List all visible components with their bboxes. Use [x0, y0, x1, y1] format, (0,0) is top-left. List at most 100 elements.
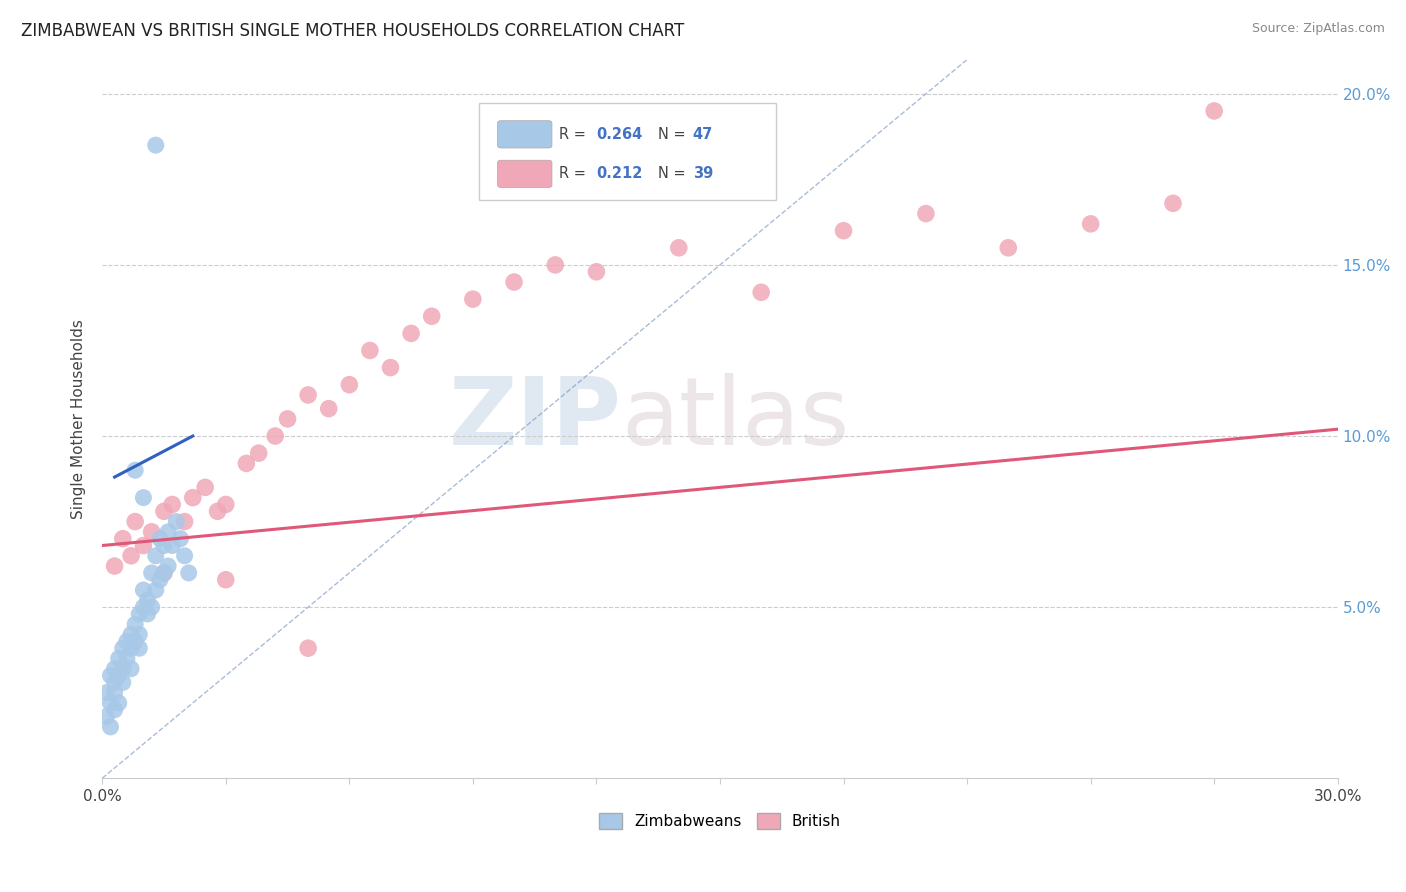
- Point: [169, 532, 191, 546]
- Point: [1080, 217, 1102, 231]
- Point: [832, 224, 855, 238]
- Point: [997, 241, 1019, 255]
- Text: 0.212: 0.212: [596, 167, 643, 181]
- Point: [215, 498, 238, 512]
- Text: 39: 39: [693, 167, 713, 181]
- Point: [145, 138, 167, 153]
- Point: [153, 539, 176, 553]
- Point: [132, 582, 155, 597]
- Point: [160, 539, 183, 553]
- Point: [318, 401, 340, 416]
- Point: [120, 549, 142, 563]
- Point: [111, 641, 134, 656]
- Point: [132, 491, 155, 505]
- Point: [103, 559, 125, 574]
- Point: [103, 686, 125, 700]
- Point: [128, 641, 150, 656]
- Point: [160, 498, 183, 512]
- Point: [149, 532, 172, 546]
- Text: Source: ZipAtlas.com: Source: ZipAtlas.com: [1251, 22, 1385, 36]
- Point: [461, 292, 484, 306]
- Point: [141, 600, 163, 615]
- Point: [136, 607, 159, 621]
- Point: [181, 491, 204, 505]
- Point: [96, 709, 118, 723]
- Point: [111, 662, 134, 676]
- Point: [297, 388, 319, 402]
- Point: [668, 241, 690, 255]
- Point: [420, 310, 443, 324]
- Point: [247, 446, 270, 460]
- Point: [103, 703, 125, 717]
- Point: [359, 343, 381, 358]
- Point: [1204, 103, 1226, 118]
- Point: [115, 634, 138, 648]
- Point: [96, 686, 118, 700]
- Point: [149, 573, 172, 587]
- Point: [107, 696, 129, 710]
- Point: [124, 634, 146, 648]
- Point: [100, 696, 122, 710]
- Point: [111, 675, 134, 690]
- Point: [544, 258, 567, 272]
- Point: [136, 593, 159, 607]
- Point: [215, 573, 238, 587]
- Point: [173, 549, 195, 563]
- Point: [380, 360, 402, 375]
- Point: [145, 582, 167, 597]
- Point: [100, 720, 122, 734]
- Point: [153, 566, 176, 580]
- Point: [107, 651, 129, 665]
- Point: [297, 641, 319, 656]
- Text: ZIP: ZIP: [449, 373, 621, 465]
- Point: [107, 668, 129, 682]
- Point: [128, 607, 150, 621]
- Point: [115, 651, 138, 665]
- Point: [165, 515, 187, 529]
- Text: R =: R =: [560, 167, 591, 181]
- Point: [264, 429, 287, 443]
- Text: atlas: atlas: [621, 373, 849, 465]
- Point: [111, 532, 134, 546]
- Text: R =: R =: [560, 127, 591, 142]
- Point: [153, 504, 176, 518]
- Point: [103, 675, 125, 690]
- Point: [194, 480, 217, 494]
- Point: [915, 206, 938, 220]
- Point: [749, 285, 772, 300]
- Point: [124, 515, 146, 529]
- Point: [337, 377, 360, 392]
- Text: ZIMBABWEAN VS BRITISH SINGLE MOTHER HOUSEHOLDS CORRELATION CHART: ZIMBABWEAN VS BRITISH SINGLE MOTHER HOUS…: [21, 22, 685, 40]
- Text: N =: N =: [658, 167, 690, 181]
- Point: [132, 539, 155, 553]
- Point: [100, 668, 122, 682]
- Point: [141, 524, 163, 539]
- Point: [120, 641, 142, 656]
- Point: [503, 275, 526, 289]
- Point: [585, 265, 607, 279]
- Point: [235, 457, 257, 471]
- FancyBboxPatch shape: [498, 120, 553, 148]
- Point: [177, 566, 200, 580]
- Point: [153, 566, 176, 580]
- Point: [173, 515, 195, 529]
- Point: [103, 662, 125, 676]
- Point: [128, 627, 150, 641]
- Text: N =: N =: [658, 127, 690, 142]
- Y-axis label: Single Mother Households: Single Mother Households: [72, 319, 86, 519]
- Point: [124, 463, 146, 477]
- Point: [157, 524, 180, 539]
- Point: [399, 326, 422, 341]
- Point: [207, 504, 229, 518]
- Point: [277, 412, 299, 426]
- Point: [157, 559, 180, 574]
- FancyBboxPatch shape: [479, 103, 776, 200]
- Text: 47: 47: [693, 127, 713, 142]
- Text: 0.264: 0.264: [596, 127, 643, 142]
- FancyBboxPatch shape: [498, 161, 553, 187]
- Point: [132, 600, 155, 615]
- Point: [120, 662, 142, 676]
- Point: [145, 549, 167, 563]
- Legend: Zimbabweans, British: Zimbabweans, British: [593, 807, 846, 835]
- Point: [141, 566, 163, 580]
